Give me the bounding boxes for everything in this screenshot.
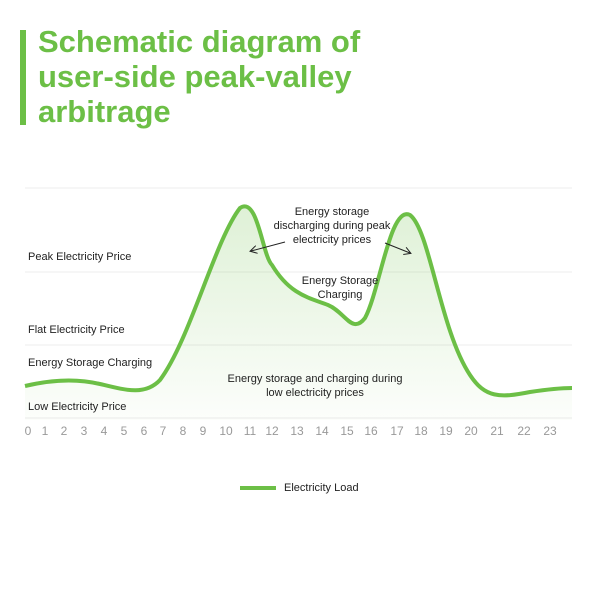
- annotation: discharging during peak: [274, 220, 391, 232]
- hour-label: 4: [101, 424, 108, 438]
- hour-label: 21: [490, 424, 504, 438]
- annotation: Energy storage and charging during: [228, 373, 403, 385]
- hour-label: 23: [543, 424, 557, 438]
- band-label: Flat Electricity Price: [28, 324, 125, 336]
- band-label: Peak Electricity Price: [28, 251, 131, 263]
- arrow: [251, 241, 286, 251]
- hour-label: 0: [25, 424, 32, 438]
- hour-label: 2: [61, 424, 68, 438]
- hour-label: 20: [464, 424, 478, 438]
- load-area: [25, 206, 572, 420]
- annotation: Energy Storage: [302, 275, 378, 287]
- hour-label: 15: [340, 424, 354, 438]
- hour-label: 12: [265, 424, 279, 438]
- title: Schematic diagram of user-side peak-vall…: [38, 24, 361, 129]
- annotation: Charging: [318, 289, 363, 301]
- hour-label: 3: [81, 424, 88, 438]
- hour-label: 5: [121, 424, 128, 438]
- hour-label: 18: [414, 424, 428, 438]
- band-label: Low Electricity Price: [28, 401, 126, 413]
- hour-label: 14: [315, 424, 329, 438]
- arrow: [384, 242, 410, 253]
- hour-label: 17: [390, 424, 404, 438]
- legend-label: Electricity Load: [284, 482, 359, 494]
- hour-label: 13: [290, 424, 304, 438]
- hour-label: 6: [141, 424, 148, 438]
- hour-label: 10: [219, 424, 233, 438]
- band-label: Energy Storage Charging: [28, 357, 152, 369]
- hour-label: 19: [439, 424, 453, 438]
- hour-label: 8: [180, 424, 187, 438]
- hour-label: 9: [200, 424, 207, 438]
- hour-label: 7: [160, 424, 167, 438]
- hour-label: 11: [244, 424, 257, 438]
- hour-label: 16: [364, 424, 378, 438]
- annotation: low electricity prices: [266, 387, 364, 399]
- hour-label: 22: [517, 424, 531, 438]
- annotation: electricity prices: [293, 234, 372, 246]
- hour-label: 1: [42, 424, 49, 438]
- load-line: [24, 204, 573, 398]
- title-bar: [20, 30, 26, 125]
- annotation: Energy storage: [295, 206, 370, 218]
